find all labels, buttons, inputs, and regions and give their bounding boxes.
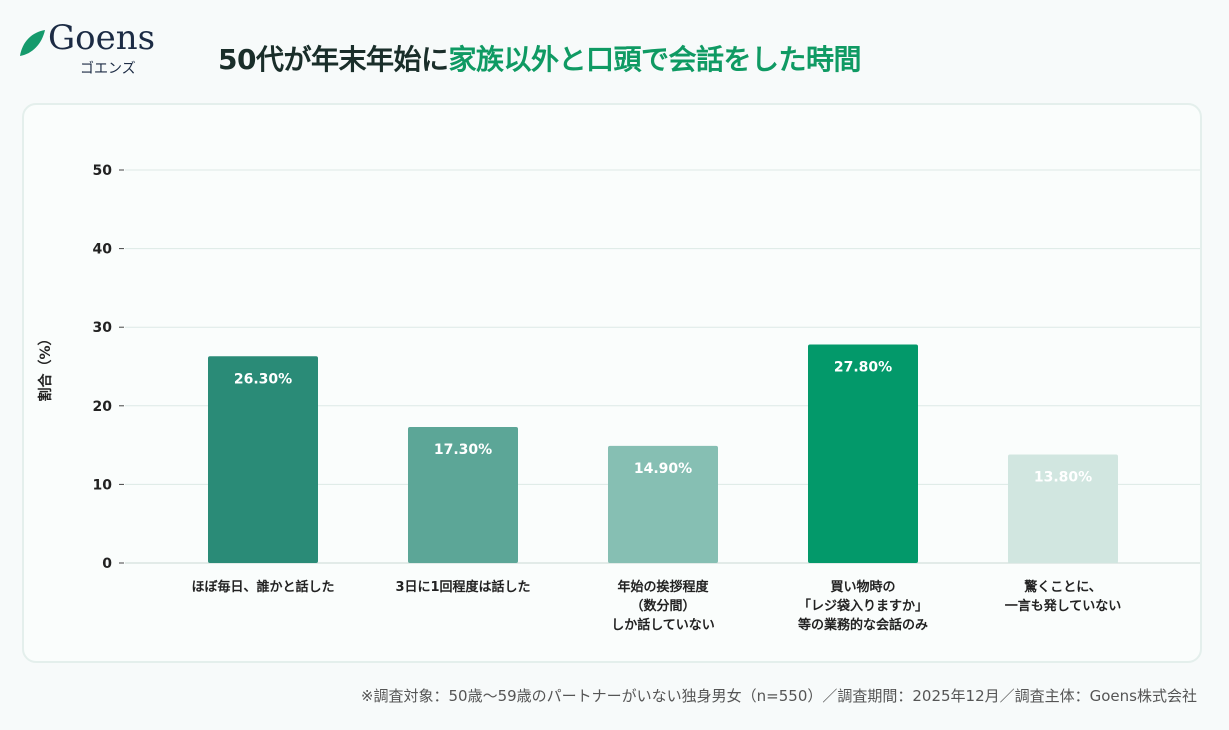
x-tick-label: 買い物時の [830, 579, 895, 595]
data-label: 26.30% [234, 371, 292, 387]
bar [608, 445, 718, 563]
bar [208, 356, 318, 563]
y-tick-label: 20 [93, 399, 113, 415]
x-tick-label: 「レジ袋入りますか」 [798, 598, 928, 614]
data-label: 14.90% [634, 461, 692, 477]
bar [408, 427, 518, 563]
title-part1: 50代が年末年始に [218, 43, 449, 76]
y-axis-label: 割合（%） [37, 331, 54, 401]
bar [808, 344, 918, 563]
data-label: 13.80% [1034, 470, 1092, 486]
x-tick-label: ほぼ毎日、誰かと話した [191, 579, 334, 595]
data-label: 27.80% [834, 359, 892, 375]
bar [1008, 454, 1118, 563]
x-tick-label: しか話していない [611, 617, 715, 633]
x-tick-label: 3日に1回程度は話した [395, 579, 530, 595]
page-title: 50代が年末年始に家族以外と口頭で会話をした時間 [218, 38, 861, 78]
x-tick-label: 等の業務的な会話のみ [797, 617, 928, 633]
data-label: 17.30% [434, 442, 492, 458]
x-tick-label: 驚くことに、 [1023, 579, 1102, 595]
y-tick-label: 40 [93, 242, 113, 258]
footnote: ※調査対象：50歳〜59歳のパートナーがいない独身男女（n=550）／調査期間：… [360, 687, 1197, 705]
x-tick-label: 年始の挨拶程度 [617, 579, 709, 595]
logo-text: Goens [48, 18, 156, 58]
x-tick-label: 一言も発していない [1005, 598, 1122, 614]
y-tick-label: 0 [102, 556, 112, 572]
title-highlight: 家族以外と口頭で会話をした時間 [448, 43, 861, 76]
y-tick-label: 50 [93, 163, 113, 179]
leaf-icon [20, 30, 45, 56]
y-tick-label: 30 [93, 320, 113, 336]
logo-kana: ゴエンズ [80, 61, 136, 77]
y-tick-label: 10 [93, 477, 113, 493]
x-tick-label: （数分間） [630, 598, 695, 614]
